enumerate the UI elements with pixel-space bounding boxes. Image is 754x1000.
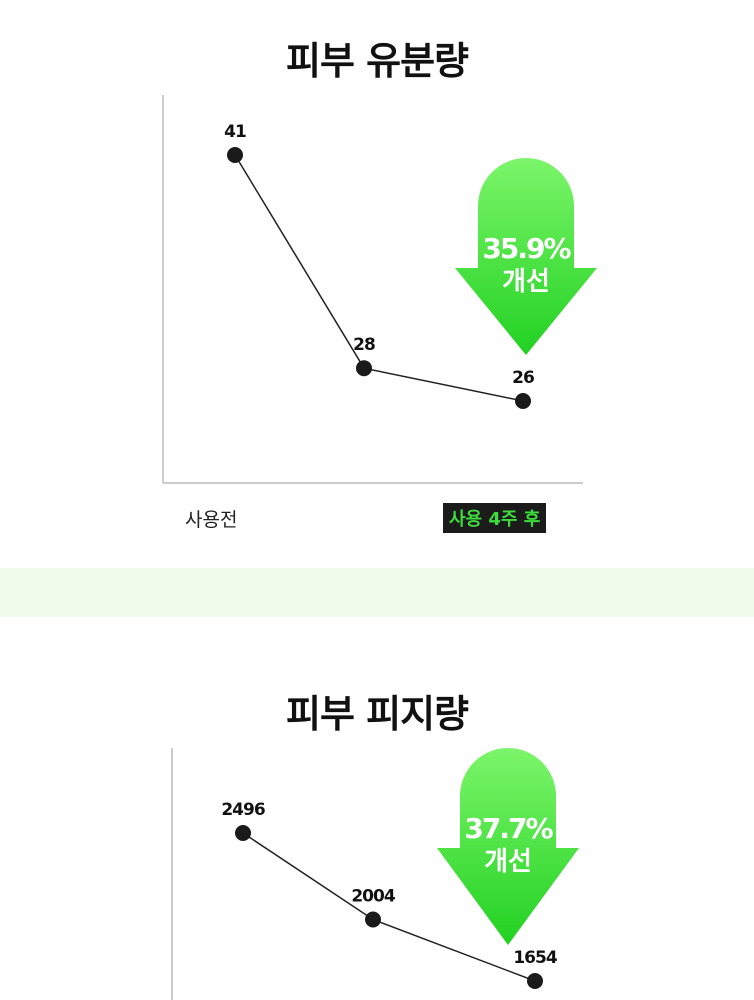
data-label: 28 bbox=[353, 335, 375, 355]
chart-1-title: 피부 유분량 bbox=[285, 39, 469, 83]
data-label: 1654 bbox=[513, 948, 557, 968]
down-arrow-icon bbox=[437, 748, 579, 945]
chart-2-title: 피부 피지량 bbox=[285, 692, 469, 736]
improvement-percent: 35.9% bbox=[482, 232, 571, 265]
data-point bbox=[515, 393, 531, 409]
improvement-label: 개선 bbox=[502, 267, 550, 297]
data-point bbox=[527, 973, 543, 989]
data-point bbox=[356, 360, 372, 377]
down-arrow-icon bbox=[455, 158, 597, 355]
data-point bbox=[227, 147, 243, 163]
improvement-percent: 37.7% bbox=[464, 812, 553, 845]
data-label: 2004 bbox=[351, 886, 395, 906]
improvement-label: 개선 bbox=[484, 847, 532, 877]
section-divider bbox=[0, 568, 754, 617]
x-label-after-badge: 사용 4주 후 bbox=[443, 503, 547, 533]
x-label-before: 사용전 bbox=[185, 509, 238, 531]
data-point bbox=[235, 825, 251, 841]
data-label: 2496 bbox=[221, 800, 264, 820]
data-point bbox=[365, 911, 381, 928]
data-label: 41 bbox=[224, 122, 246, 142]
data-label: 26 bbox=[512, 368, 534, 388]
